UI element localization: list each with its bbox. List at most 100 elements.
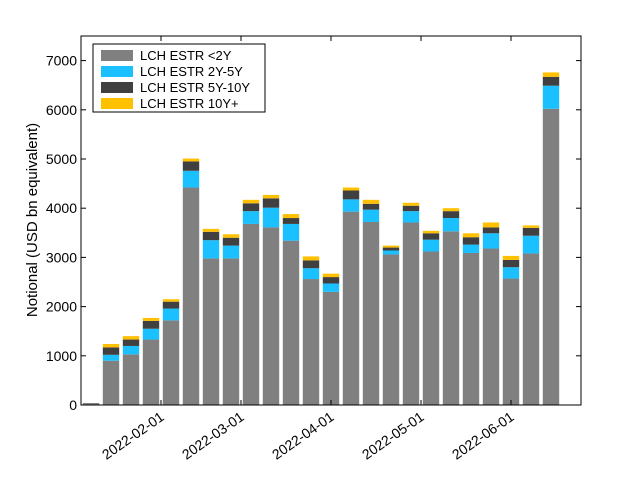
bar-w5-series-3: [162, 299, 180, 302]
y-axis: 0 1000 2000 3000 4000 5000 6000 7000: [46, 53, 581, 413]
bar-w13-series-1: [322, 283, 340, 292]
bar-w21-series-0: [482, 248, 500, 405]
bar-w16-series-2: [382, 247, 400, 251]
bar-w19-series-0: [442, 231, 460, 405]
legend-label-10y-plus: LCH ESTR 10Y+: [140, 96, 239, 111]
bar-w14-series-3: [342, 187, 360, 191]
y-tick-label: 0: [69, 397, 77, 413]
bar-w10-series-0: [262, 227, 280, 405]
bar-w9-series-1: [242, 211, 260, 224]
bar-w3-series-0: [122, 354, 140, 405]
bar-w11-series-0: [282, 240, 300, 405]
bar-w12-series-2: [302, 260, 320, 269]
bar-w10-series-1: [262, 207, 280, 228]
bar-w18-series-3: [422, 230, 440, 234]
bar-w20-series-3: [462, 233, 480, 238]
bar-w13-series-2: [322, 277, 340, 284]
bar-w13-series-3: [322, 273, 340, 278]
bar-w14-series-2: [342, 190, 360, 200]
bar-w5-series-2: [162, 301, 180, 309]
bar-w12-series-1: [302, 268, 320, 280]
y-tick-label: 1000: [46, 348, 77, 364]
legend-swatch-lt2y: [101, 50, 133, 61]
bar-w17-series-0: [402, 222, 420, 405]
bar-w3-series-1: [122, 345, 140, 355]
legend-swatch-2y-5y: [101, 66, 133, 77]
legend: LCH ESTR <2Y LCH ESTR 2Y-5Y LCH ESTR 5Y-…: [92, 43, 266, 113]
bar-w16-series-1: [382, 250, 400, 255]
bar-w6-series-2: [182, 161, 200, 171]
bar-w3-series-3: [122, 336, 140, 340]
bar-w11-series-2: [282, 218, 300, 224]
bar-w24-series-3: [542, 72, 560, 77]
bar-w7-series-1: [202, 240, 220, 259]
bar-w15-series-0: [362, 221, 380, 405]
bar-w8-series-0: [222, 258, 240, 405]
bar-w11-series-3: [282, 214, 300, 219]
bar-w8-series-3: [222, 234, 240, 238]
x-tick-label: 2022-06-01: [449, 408, 517, 462]
y-tick-label: 4000: [46, 200, 77, 216]
bar-w2-series-0: [102, 360, 120, 405]
bar-w23-series-2: [522, 227, 540, 236]
bar-w13-series-0: [322, 291, 340, 405]
bar-w10-series-3: [262, 194, 280, 199]
bar-w9-series-2: [242, 203, 260, 212]
bar-w15-series-1: [362, 209, 380, 222]
bar-w17-series-3: [402, 202, 420, 206]
y-tick-label: 6000: [46, 102, 77, 118]
bar-w4-series-3: [142, 317, 160, 321]
bar-w2-series-2: [102, 347, 120, 355]
y-tick-label: 7000: [46, 53, 77, 69]
x-tick-label: 2022-04-01: [269, 408, 337, 462]
bar-w7-series-2: [202, 231, 220, 241]
bar-w6-series-0: [182, 187, 200, 405]
bar-w19-series-3: [442, 208, 460, 212]
bar-w7-series-0: [202, 258, 220, 405]
bar-w5-series-1: [162, 308, 180, 321]
bar-w21-series-3: [482, 222, 500, 228]
bar-w22-series-2: [502, 259, 520, 268]
bar-w18-series-0: [422, 251, 440, 405]
bar-w21-series-2: [482, 227, 500, 234]
y-tick-label: 3000: [46, 249, 77, 265]
y-axis-title: Notional (USD bn equivalent): [24, 123, 41, 317]
bar-w4-series-2: [142, 320, 160, 329]
bar-w20-series-0: [462, 252, 480, 405]
bar-w1-series-0: [82, 403, 100, 405]
bar-w15-series-3: [362, 199, 380, 204]
legend-swatch-10y-plus: [101, 98, 133, 109]
bar-w20-series-2: [462, 237, 480, 245]
bar-w18-series-2: [422, 233, 440, 240]
x-tick-label: 2022-02-01: [99, 408, 167, 462]
bar-w22-series-3: [502, 255, 520, 260]
bar-w23-series-1: [522, 235, 540, 254]
bar-w16-series-3: [382, 245, 400, 248]
bar-w14-series-0: [342, 211, 360, 405]
bar-w4-series-0: [142, 339, 160, 405]
bars-layer: [82, 72, 560, 405]
bar-w6-series-1: [182, 170, 200, 188]
bar-w22-series-1: [502, 267, 520, 279]
bar-w12-series-0: [302, 279, 320, 405]
bar-w24-series-1: [542, 85, 560, 109]
bar-w19-series-2: [442, 211, 460, 219]
y-tick-label: 5000: [46, 151, 77, 167]
bar-w17-series-2: [402, 205, 420, 212]
bar-w17-series-1: [402, 211, 420, 223]
bar-w15-series-2: [362, 203, 380, 210]
bar-w8-series-1: [222, 245, 240, 259]
bar-w16-series-0: [382, 254, 400, 405]
bar-w14-series-1: [342, 199, 360, 212]
bar-w4-series-1: [142, 328, 160, 340]
bar-w5-series-0: [162, 320, 180, 405]
bar-w21-series-1: [482, 233, 500, 249]
legend-swatch-5y-10y: [101, 82, 133, 93]
bar-w23-series-3: [522, 225, 540, 228]
bar-w7-series-3: [202, 228, 220, 232]
bar-w2-series-3: [102, 343, 120, 348]
x-tick-label: 2022-05-01: [359, 408, 427, 462]
bar-w2-series-1: [102, 354, 120, 361]
legend-label-5y-10y: LCH ESTR 5Y-10Y: [140, 80, 250, 95]
